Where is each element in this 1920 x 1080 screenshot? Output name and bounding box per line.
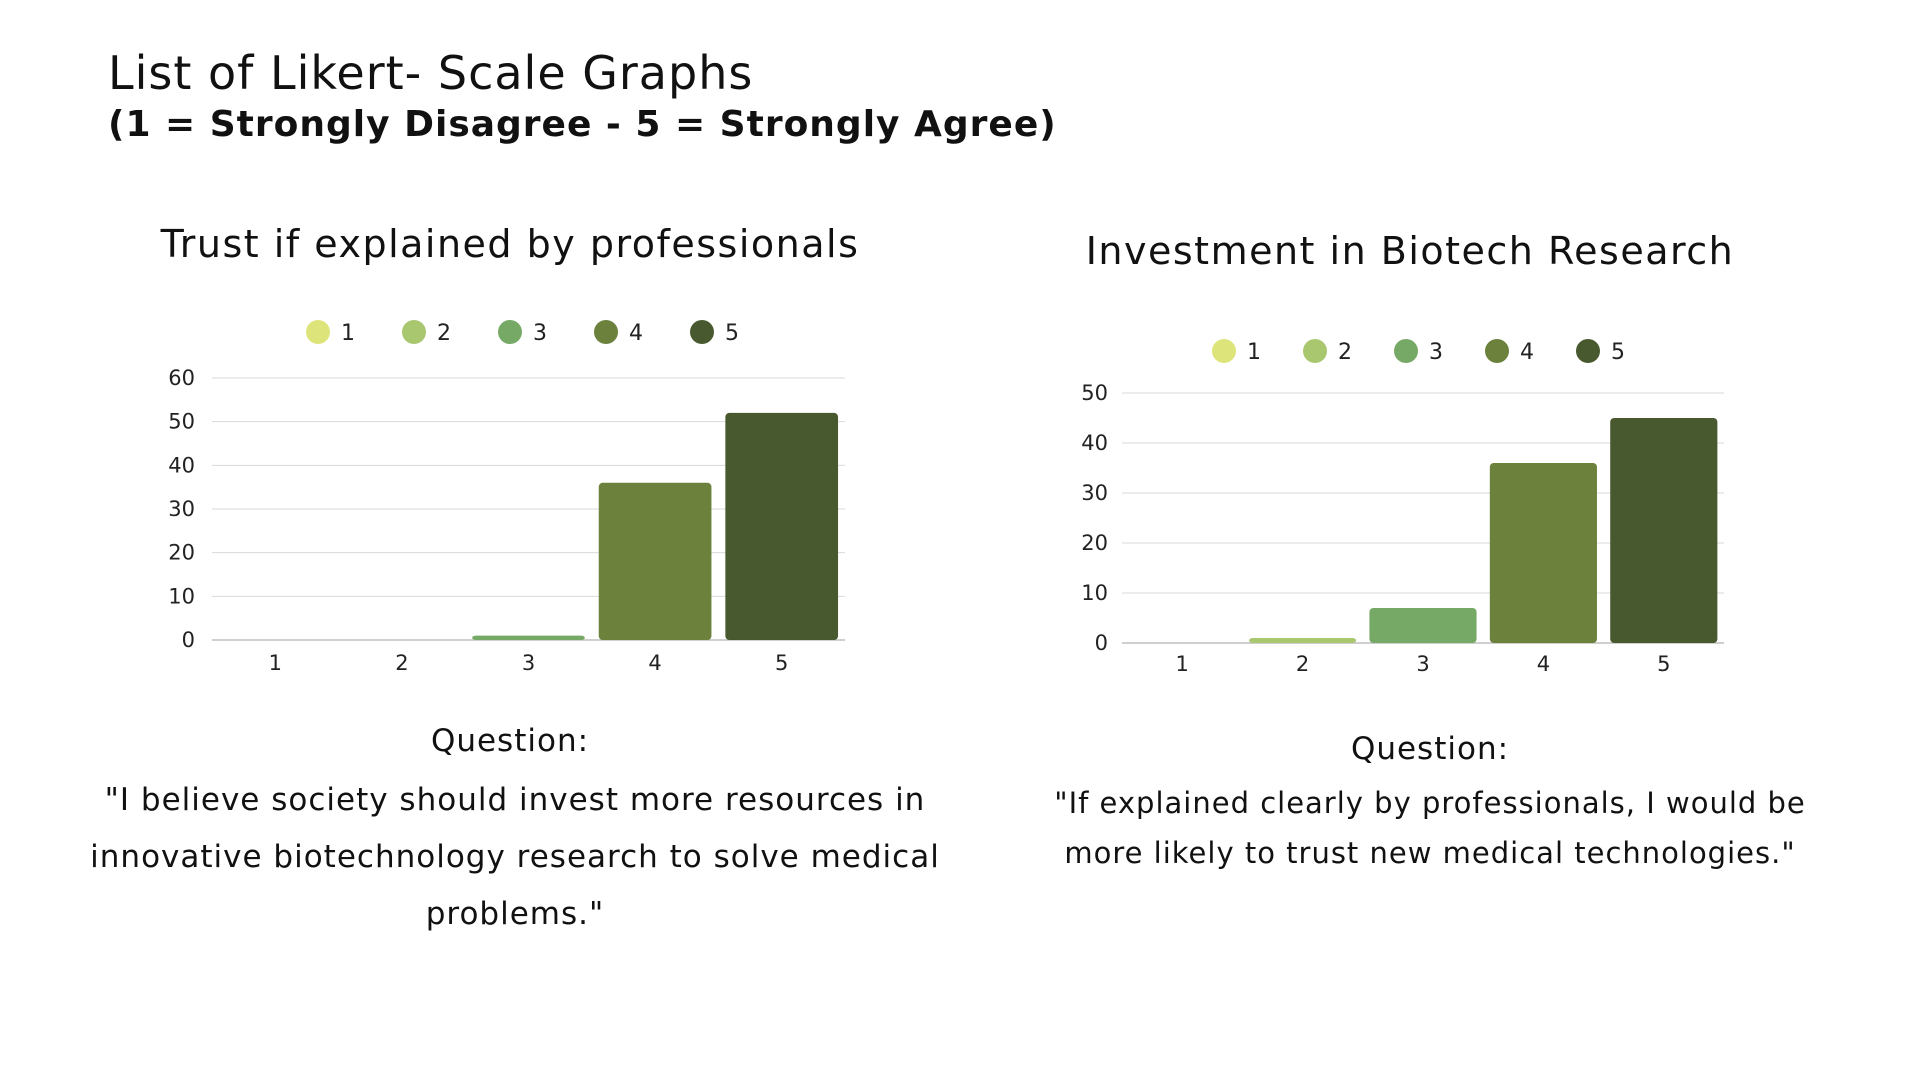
y-tick-label: 20 — [1081, 531, 1108, 555]
legend-label: 5 — [725, 321, 739, 346]
page-subtitle: (1 = Strongly Disagree - 5 = Strongly Ag… — [108, 104, 1057, 145]
legend-swatch-3 — [1394, 339, 1418, 363]
x-tick-label: 4 — [648, 651, 661, 675]
y-tick-label: 30 — [1081, 481, 1108, 505]
x-tick-label: 4 — [1537, 652, 1550, 676]
bar-3 — [1369, 608, 1477, 643]
bar-2 — [1249, 638, 1357, 643]
legend-swatch-1 — [1212, 339, 1236, 363]
legend-swatch-4 — [594, 320, 618, 344]
y-tick-label: 40 — [1081, 431, 1108, 455]
x-tick-label: 5 — [1657, 652, 1670, 676]
legend-label: 1 — [1247, 340, 1261, 365]
question-text: "If explained clearly by professionals, … — [1054, 786, 1806, 870]
x-tick-label: 1 — [269, 651, 282, 675]
legend-swatch-3 — [498, 320, 522, 344]
x-tick-label: 2 — [1296, 652, 1309, 676]
bar-4 — [1489, 463, 1597, 643]
x-tick-label: 3 — [522, 651, 535, 675]
legend-label: 3 — [533, 321, 547, 346]
legend-swatch-2 — [402, 320, 426, 344]
bar-4 — [598, 482, 712, 640]
y-tick-label: 10 — [1081, 581, 1108, 605]
chart-title: Investment in Biotech Research — [1085, 229, 1735, 273]
x-tick-label: 1 — [1176, 652, 1189, 676]
y-tick-label: 50 — [1081, 381, 1108, 405]
y-tick-label: 0 — [182, 628, 195, 652]
legend-label: 2 — [437, 321, 451, 346]
question-text: "I believe society should invest more re… — [90, 782, 940, 932]
y-tick-label: 30 — [168, 497, 195, 521]
x-tick-label: 5 — [775, 651, 788, 675]
y-tick-label: 20 — [168, 541, 195, 565]
legend-label: 3 — [1429, 340, 1443, 365]
bar-3 — [472, 635, 585, 640]
legend-swatch-4 — [1485, 339, 1509, 363]
y-tick-label: 50 — [168, 410, 195, 434]
chart-title: Trust if explained by professionals — [160, 222, 860, 266]
legend-label: 4 — [1520, 340, 1534, 365]
x-tick-label: 2 — [395, 651, 408, 675]
legend-label: 5 — [1611, 340, 1625, 365]
page-title: List of Likert- Scale Graphs — [108, 46, 754, 100]
bar-chart-trust: 0 10 20 30 40 50 60 1 2 3 4 5 1 2 3 4 5 — [168, 320, 845, 675]
y-tick-label: 10 — [168, 584, 195, 608]
legend-label: 2 — [1338, 340, 1352, 365]
bar-5 — [1610, 418, 1718, 643]
legend-swatch-5 — [1576, 339, 1600, 363]
y-tick-label: 0 — [1095, 631, 1108, 655]
legend-swatch-2 — [1303, 339, 1327, 363]
chart-panel-trust: Trust if explained by professionals 0 10 2… — [90, 222, 939, 932]
legend-label: 1 — [341, 321, 355, 346]
bar-5 — [725, 412, 839, 640]
x-tick-label: 3 — [1416, 652, 1429, 676]
y-tick-label: 40 — [168, 453, 195, 477]
question-label: Question: — [430, 723, 590, 759]
legend-swatch-1 — [306, 320, 330, 344]
legend-label: 4 — [629, 321, 643, 346]
legend-swatch-5 — [690, 320, 714, 344]
question-label: Question: — [1350, 731, 1510, 767]
y-tick-label: 60 — [168, 366, 195, 390]
